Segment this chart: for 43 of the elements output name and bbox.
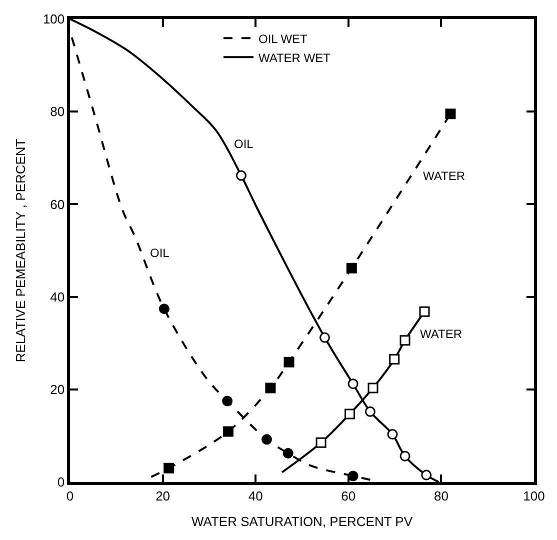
y-tick-label: 80 (50, 104, 65, 120)
point (222, 426, 234, 437)
point (400, 450, 410, 462)
x-axis-title: WATER SATURATION, PERCENT PV (191, 514, 413, 529)
point (387, 429, 398, 440)
x-tick-label: 60 (341, 488, 356, 504)
legend-label: OIL WET (258, 32, 308, 46)
point (364, 406, 376, 417)
point (348, 378, 358, 390)
point (389, 354, 400, 365)
annotation: WATER (420, 327, 462, 341)
point (368, 382, 378, 394)
legend-label: WATER WET (258, 50, 332, 65)
point (348, 470, 358, 482)
point (400, 335, 410, 346)
x-tick-label: 80 (434, 488, 448, 504)
point (421, 470, 432, 480)
x-tick-label: 20 (156, 488, 170, 504)
y-tick-label: 0 (57, 474, 65, 490)
y-tick-label: 40 (50, 289, 65, 304)
point (236, 170, 246, 181)
point (222, 396, 233, 406)
point (265, 382, 276, 394)
y-tick-label: 60 (50, 196, 65, 212)
point (164, 462, 174, 474)
point (344, 408, 356, 420)
x-tick-label: 40 (248, 488, 263, 504)
point (158, 304, 170, 314)
point (282, 448, 294, 459)
point (445, 108, 456, 120)
annotation: OIL (150, 246, 170, 260)
annotation: OIL (234, 137, 254, 151)
x-tick-label: 100 (523, 488, 545, 504)
point (316, 437, 326, 448)
annotation: WATER (423, 169, 466, 183)
point (346, 262, 357, 274)
point (419, 306, 430, 317)
y-tick-label: 20 (50, 382, 65, 397)
point (319, 332, 330, 343)
point (284, 356, 294, 368)
y-axis-title: RELATIVE PEMEABILITY , PERCENT (12, 138, 28, 362)
point (261, 434, 272, 445)
y-tick-label: 100 (42, 12, 65, 27)
